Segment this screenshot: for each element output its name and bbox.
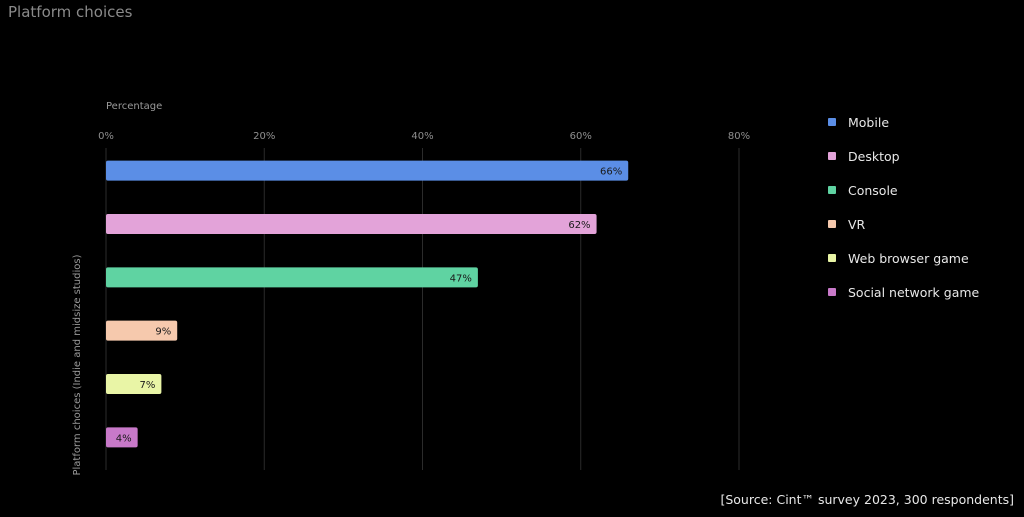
x-tick-label: 60% (570, 131, 592, 142)
legend-label: Social network game (848, 284, 980, 300)
legend-swatch (828, 288, 836, 296)
bar-desktop[interactable] (106, 214, 597, 234)
legend-label: VR (848, 216, 866, 232)
x-tick-label: 20% (253, 131, 275, 142)
bar-value-label: 4% (116, 433, 132, 444)
gridlines (105, 148, 740, 470)
x-axis-title: Percentage (106, 101, 162, 112)
legend-item-console[interactable]: Console (828, 173, 979, 207)
bar-vr[interactable] (106, 320, 178, 341)
x-tick-label: 80% (728, 131, 750, 142)
legend-swatch (828, 254, 836, 262)
legend-item-vr[interactable]: VR (828, 207, 979, 241)
bar-value-label: 66% (600, 167, 622, 178)
legend-swatch (828, 118, 836, 126)
source-note: [Source: Cint™ survey 2023, 300 responde… (720, 492, 1014, 507)
legend-swatch (828, 152, 836, 160)
legend-swatch (828, 186, 836, 194)
legend: Mobile Desktop Console VR Web browser game So… (828, 105, 979, 309)
bar-value-label: 7% (140, 380, 156, 391)
legend-label: Desktop (848, 148, 900, 164)
bar-value-label: 9% (155, 327, 171, 338)
x-axis-ticks: 0% 20% 40% 60% 80% (98, 131, 750, 142)
bar-mobile[interactable] (106, 160, 629, 181)
legend-swatch (828, 220, 836, 228)
legend-item-web-browser-game[interactable]: Web browser game (828, 241, 979, 275)
bar-value-label: 62% (568, 220, 590, 231)
x-tick-label: 40% (411, 131, 433, 142)
x-tick-label: 0% (98, 131, 114, 142)
legend-label: Mobile (848, 114, 890, 130)
bar-social-network-game[interactable] (106, 427, 138, 448)
bar-web-browser-game[interactable] (106, 374, 162, 394)
bar-value-label: 47% (450, 273, 472, 284)
legend-label: Web browser game (848, 250, 969, 266)
bar-console[interactable] (106, 267, 478, 288)
legend-item-social-network-game[interactable]: Social network game (828, 275, 979, 309)
bars: 66% 62% 47% 9% 7% 4% (106, 160, 629, 448)
y-axis-title: Platform choices (Indie and midsize stud… (72, 254, 83, 475)
legend-item-desktop[interactable]: Desktop (828, 139, 979, 173)
legend-item-mobile[interactable]: Mobile (828, 105, 979, 139)
page-title: Platform choices (8, 3, 133, 21)
legend-label: Console (848, 182, 898, 198)
